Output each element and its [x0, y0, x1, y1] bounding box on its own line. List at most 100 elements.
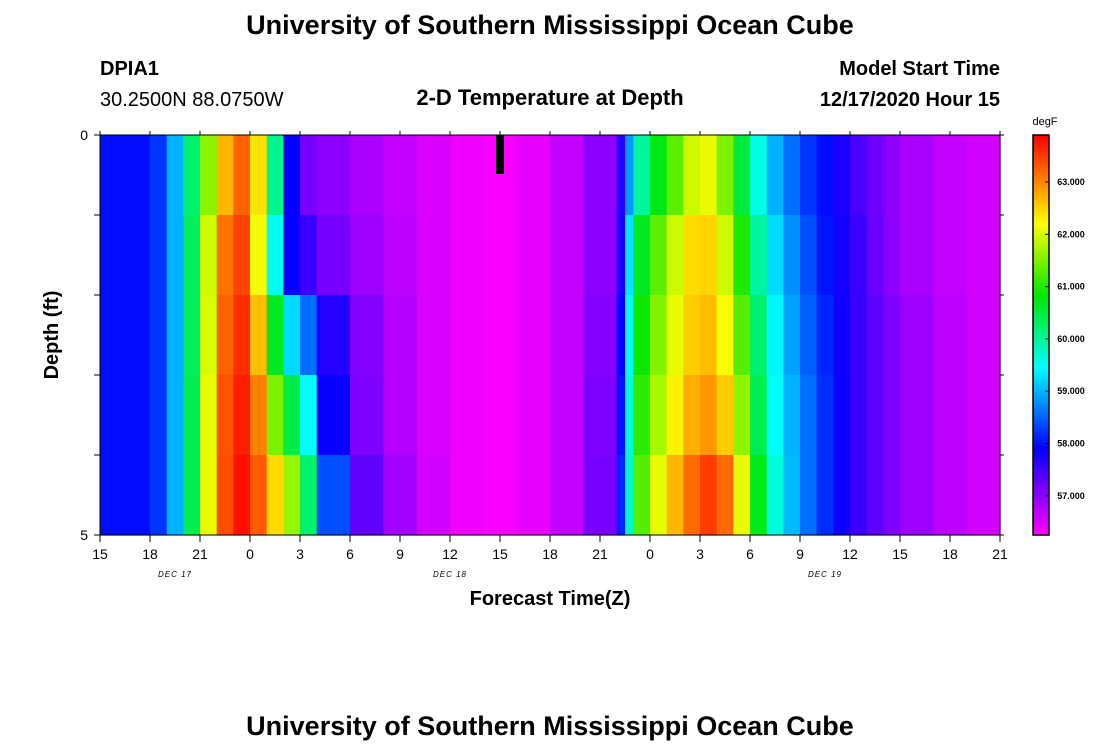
current-time-marker — [496, 135, 504, 174]
colorbar-swatch — [1033, 195, 1049, 199]
colorbar-swatch — [1033, 145, 1049, 149]
plot-title: 2-D Temperature at Depth — [416, 85, 683, 110]
heatmap-cell — [633, 375, 651, 456]
heatmap-cell — [733, 135, 751, 216]
colorbar-swatch — [1033, 385, 1049, 389]
heatmap-cell — [550, 135, 584, 216]
heatmap-cell — [450, 375, 484, 456]
colorbar-swatch — [1033, 485, 1049, 489]
heatmap-cell — [483, 375, 518, 456]
colorbar-swatch — [1033, 285, 1049, 289]
heatmap-cell — [300, 375, 318, 456]
colorbar-swatch — [1033, 181, 1049, 186]
heatmap-cell — [750, 455, 768, 536]
colorbar-tick-label: 57.000 — [1057, 491, 1085, 501]
station-id: DPIA1 — [100, 58, 159, 80]
footer-title: University of Southern Mississippi Ocean… — [246, 711, 854, 741]
heatmap-cell — [283, 295, 301, 376]
colorbar-swatch — [1033, 245, 1049, 249]
colorbar-swatch — [1033, 298, 1049, 303]
heatmap-cell — [300, 455, 318, 536]
heatmap-cell — [683, 135, 701, 216]
colorbar-swatch — [1033, 525, 1049, 529]
x-date-label: DEC 17 — [158, 570, 192, 579]
heatmap-cell — [416, 295, 451, 376]
heatmap-cell — [316, 375, 351, 456]
colorbar-swatch — [1033, 498, 1049, 503]
heatmap-cell — [650, 215, 668, 296]
colorbar-swatch — [1033, 505, 1049, 509]
heatmap-cell — [183, 215, 201, 296]
heatmap-cell — [200, 455, 218, 536]
heatmap-cell — [550, 375, 584, 456]
colorbar-swatch — [1033, 261, 1049, 266]
heatmap-cell — [250, 375, 268, 456]
heatmap-cell — [483, 215, 518, 296]
heatmap-cell — [700, 135, 718, 216]
colorbar-tick-label: 63.000 — [1057, 177, 1085, 187]
colorbar-unit: degF — [1032, 116, 1057, 128]
heatmap-cell — [516, 455, 551, 536]
heatmap-cell — [883, 295, 901, 376]
heatmap-cell — [550, 455, 584, 536]
heatmap-cell — [816, 215, 834, 296]
colorbar-swatch — [1033, 275, 1049, 279]
colorbar-swatch — [1033, 138, 1049, 143]
heatmap-cell — [933, 135, 968, 216]
heatmap-cell — [716, 375, 734, 456]
heatmap-cell — [833, 455, 851, 536]
heatmap-cell — [783, 215, 801, 296]
heatmap-cell — [666, 455, 684, 536]
heatmap-cell — [866, 295, 884, 376]
colorbar-swatch — [1033, 461, 1049, 466]
heatmap-cell — [516, 375, 551, 456]
heatmap-cell — [900, 295, 934, 376]
heatmap-cell — [633, 295, 651, 376]
heatmap-cell — [966, 455, 1001, 536]
colorbar-swatch — [1033, 345, 1049, 349]
y-tick-label: 0 — [80, 127, 88, 143]
colorbar-tick-label: 62.000 — [1057, 229, 1085, 239]
heatmap-cell — [800, 135, 818, 216]
x-tick-label: 3 — [296, 546, 304, 562]
colorbar-swatch — [1033, 405, 1049, 409]
heatmap-cell — [583, 295, 618, 376]
heatmap-cell — [933, 455, 968, 536]
colorbar-swatch — [1033, 171, 1049, 176]
heatmap-cell — [800, 295, 818, 376]
heatmap-cell — [266, 135, 284, 216]
heatmap-cell — [583, 135, 618, 216]
colorbar-swatch — [1033, 215, 1049, 219]
colorbar-swatch — [1033, 431, 1049, 436]
heatmap-cell — [733, 215, 751, 296]
heatmap-cell — [933, 295, 968, 376]
heatmap-cell — [266, 295, 284, 376]
colorbar-swatch — [1033, 455, 1049, 459]
heatmap-cell — [766, 455, 784, 536]
heatmap-cell — [766, 135, 784, 216]
x-tick-label: 12 — [842, 546, 858, 562]
heatmap-cell — [383, 135, 418, 216]
x-axis-label: Forecast Time(Z) — [470, 588, 631, 610]
colorbar-swatch — [1033, 401, 1049, 406]
heatmap-cell — [833, 135, 851, 216]
heatmap-cell — [166, 455, 184, 536]
heatmap-cell — [625, 295, 634, 376]
x-tick-label: 21 — [992, 546, 1008, 562]
heatmap-cell — [283, 215, 301, 296]
x-tick-label: 0 — [646, 546, 654, 562]
colorbar-swatch — [1033, 371, 1049, 376]
x-tick-label: 21 — [192, 546, 208, 562]
heatmap-cell — [866, 375, 884, 456]
heatmap-cell — [283, 135, 301, 216]
colorbar-swatch — [1033, 375, 1049, 379]
colorbar-swatch — [1033, 335, 1049, 339]
heatmap-cell — [833, 375, 851, 456]
heatmap-cell — [966, 295, 1001, 376]
colorbar-swatch — [1033, 368, 1049, 373]
heatmap-cell — [516, 135, 551, 216]
heatmap-cell — [833, 215, 851, 296]
colorbar-tick-label: 60.000 — [1057, 334, 1085, 344]
